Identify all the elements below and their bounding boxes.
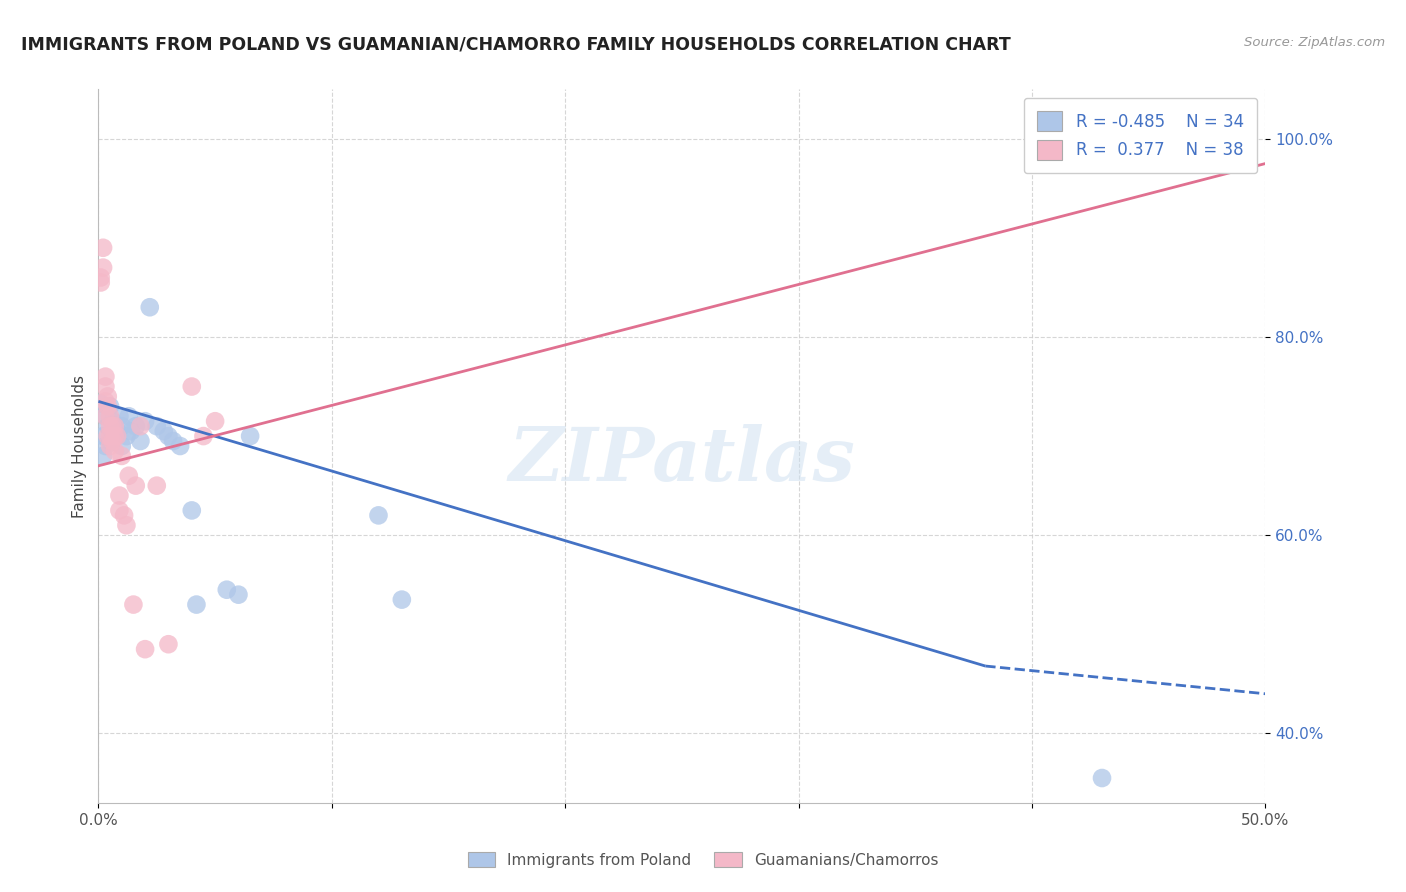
Point: [111, 419, 134, 434]
Legend: R = -0.485    N = 34, R =  0.377    N = 38: R = -0.485 N = 34, R = 0.377 N = 38: [1024, 97, 1257, 173]
Point: [180, 379, 202, 393]
Point: [111, 439, 134, 453]
Point: [122, 598, 145, 612]
Point: [1091, 771, 1114, 785]
Point: [94, 394, 117, 409]
Point: [98, 400, 121, 414]
Point: [101, 419, 124, 434]
Point: [97, 400, 120, 414]
Point: [152, 424, 174, 438]
Point: [146, 419, 169, 434]
Point: [98, 429, 121, 443]
Point: [193, 429, 215, 443]
Point: [104, 444, 127, 458]
Point: [90, 276, 112, 290]
Point: [90, 270, 112, 285]
Point: [118, 409, 141, 424]
Point: [108, 489, 131, 503]
Point: [169, 439, 191, 453]
Point: [91, 260, 114, 275]
Point: [120, 424, 142, 438]
Point: [91, 449, 114, 463]
Point: [94, 369, 117, 384]
Point: [228, 588, 250, 602]
Text: ZIPatlas: ZIPatlas: [509, 424, 855, 497]
Point: [115, 429, 138, 443]
Point: [101, 414, 124, 428]
Point: [157, 637, 180, 651]
Point: [101, 434, 124, 448]
Point: [129, 434, 152, 448]
Point: [139, 300, 162, 314]
Point: [367, 508, 389, 523]
Point: [134, 414, 156, 428]
Point: [98, 439, 121, 453]
Point: [105, 424, 128, 438]
Point: [94, 439, 117, 453]
Point: [125, 419, 148, 434]
Point: [98, 434, 121, 448]
Point: [108, 503, 131, 517]
Point: [239, 429, 262, 443]
Point: [112, 508, 135, 523]
Point: [91, 241, 114, 255]
Point: [94, 409, 117, 424]
Point: [118, 468, 141, 483]
Point: [134, 642, 156, 657]
Point: [90, 396, 112, 410]
Point: [391, 592, 413, 607]
Point: [215, 582, 238, 597]
Point: [97, 429, 120, 443]
Point: [104, 429, 127, 443]
Legend: Immigrants from Poland, Guamanians/Chamorros: Immigrants from Poland, Guamanians/Chamo…: [460, 844, 946, 875]
Point: [186, 598, 208, 612]
Point: [98, 419, 121, 434]
Point: [162, 434, 184, 448]
Point: [115, 518, 138, 533]
Point: [204, 414, 226, 428]
Point: [104, 419, 127, 434]
Point: [97, 389, 120, 403]
Point: [180, 503, 202, 517]
Point: [108, 409, 131, 424]
Text: IMMIGRANTS FROM POLAND VS GUAMANIAN/CHAMORRO FAMILY HOUSEHOLDS CORRELATION CHART: IMMIGRANTS FROM POLAND VS GUAMANIAN/CHAM…: [21, 36, 1011, 54]
Point: [104, 429, 127, 443]
Point: [111, 449, 134, 463]
Point: [1091, 132, 1114, 146]
Text: Source: ZipAtlas.com: Source: ZipAtlas.com: [1244, 36, 1385, 49]
Y-axis label: Family Households: Family Households: [72, 375, 87, 517]
Point: [125, 478, 148, 492]
Point: [146, 478, 169, 492]
Point: [98, 409, 121, 424]
Point: [129, 419, 152, 434]
Point: [105, 429, 128, 443]
Point: [97, 419, 120, 434]
Point: [94, 409, 117, 424]
Point: [157, 429, 180, 443]
Point: [94, 379, 117, 393]
Point: [91, 429, 114, 443]
